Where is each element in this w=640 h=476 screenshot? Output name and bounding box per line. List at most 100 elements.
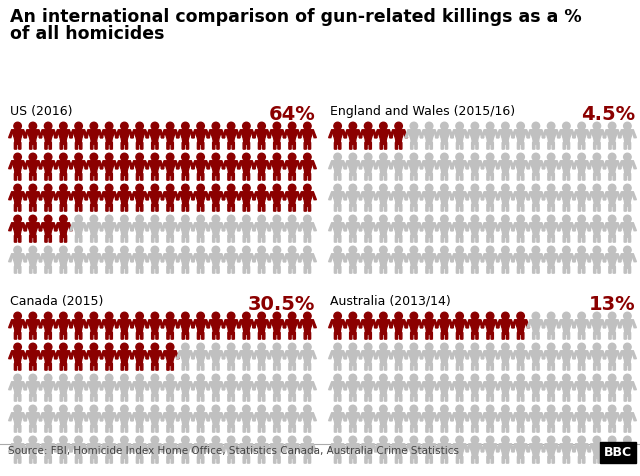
Circle shape [44, 215, 52, 223]
Polygon shape [255, 413, 268, 432]
Polygon shape [27, 254, 39, 273]
Polygon shape [527, 223, 545, 231]
Polygon shape [253, 320, 271, 327]
Polygon shape [12, 413, 24, 432]
Circle shape [547, 215, 555, 223]
Polygon shape [374, 223, 392, 231]
Polygon shape [499, 254, 511, 273]
Polygon shape [378, 444, 389, 463]
Polygon shape [70, 382, 88, 390]
Circle shape [75, 246, 83, 254]
Polygon shape [481, 382, 499, 390]
Circle shape [197, 184, 204, 192]
Polygon shape [146, 382, 164, 390]
Polygon shape [12, 351, 24, 370]
Circle shape [410, 312, 418, 320]
Circle shape [563, 184, 570, 192]
Polygon shape [39, 254, 57, 262]
Polygon shape [298, 161, 316, 169]
Polygon shape [392, 320, 404, 339]
Polygon shape [42, 161, 54, 180]
Polygon shape [253, 130, 271, 138]
Polygon shape [131, 320, 148, 327]
Polygon shape [511, 320, 530, 327]
Circle shape [166, 153, 174, 161]
Polygon shape [454, 254, 466, 273]
Text: 4.5%: 4.5% [581, 105, 635, 124]
Circle shape [273, 122, 280, 130]
Polygon shape [72, 130, 84, 149]
Polygon shape [268, 130, 286, 138]
Polygon shape [298, 192, 316, 200]
Polygon shape [161, 382, 179, 390]
Polygon shape [103, 444, 115, 463]
Polygon shape [466, 413, 484, 421]
Polygon shape [347, 382, 359, 401]
Polygon shape [268, 351, 286, 359]
Polygon shape [328, 382, 347, 390]
Circle shape [334, 122, 341, 130]
Circle shape [456, 153, 463, 161]
Circle shape [243, 122, 250, 130]
Polygon shape [225, 444, 237, 463]
Polygon shape [481, 320, 499, 327]
Polygon shape [100, 413, 118, 421]
Polygon shape [435, 161, 453, 169]
Circle shape [532, 122, 540, 130]
Circle shape [14, 312, 21, 320]
Polygon shape [466, 254, 484, 262]
Polygon shape [42, 413, 54, 432]
Polygon shape [451, 320, 468, 327]
Polygon shape [374, 351, 392, 359]
Circle shape [364, 246, 372, 254]
Polygon shape [42, 254, 54, 273]
Polygon shape [85, 444, 103, 452]
Polygon shape [210, 192, 222, 211]
Polygon shape [72, 192, 84, 211]
Polygon shape [207, 254, 225, 262]
Polygon shape [545, 444, 557, 463]
Polygon shape [195, 254, 207, 273]
Polygon shape [255, 382, 268, 401]
Polygon shape [390, 130, 408, 138]
Polygon shape [100, 223, 118, 231]
Polygon shape [115, 351, 133, 359]
Circle shape [563, 374, 570, 382]
Polygon shape [8, 413, 27, 421]
Polygon shape [24, 320, 42, 327]
Circle shape [395, 122, 403, 130]
Polygon shape [591, 320, 603, 339]
Polygon shape [195, 161, 207, 180]
Circle shape [106, 374, 113, 382]
Polygon shape [618, 223, 636, 231]
Circle shape [532, 312, 540, 320]
Polygon shape [164, 351, 176, 370]
Polygon shape [575, 320, 588, 339]
Polygon shape [149, 192, 161, 211]
Polygon shape [27, 413, 39, 432]
Circle shape [593, 436, 600, 444]
Polygon shape [603, 254, 621, 262]
Polygon shape [131, 161, 148, 169]
Polygon shape [591, 223, 603, 242]
Circle shape [182, 215, 189, 223]
Polygon shape [88, 444, 100, 463]
Circle shape [426, 343, 433, 351]
Circle shape [289, 405, 296, 413]
Circle shape [227, 312, 235, 320]
Text: 30.5%: 30.5% [248, 295, 315, 314]
Circle shape [334, 153, 341, 161]
Polygon shape [164, 413, 176, 432]
Circle shape [243, 184, 250, 192]
Circle shape [273, 246, 280, 254]
Polygon shape [454, 382, 466, 401]
Polygon shape [573, 351, 591, 359]
Polygon shape [298, 254, 316, 262]
Polygon shape [575, 161, 588, 180]
Circle shape [303, 374, 311, 382]
Polygon shape [161, 413, 179, 421]
Polygon shape [575, 382, 588, 401]
Text: Canada (2015): Canada (2015) [10, 295, 104, 308]
Polygon shape [561, 254, 572, 273]
Polygon shape [42, 351, 54, 370]
